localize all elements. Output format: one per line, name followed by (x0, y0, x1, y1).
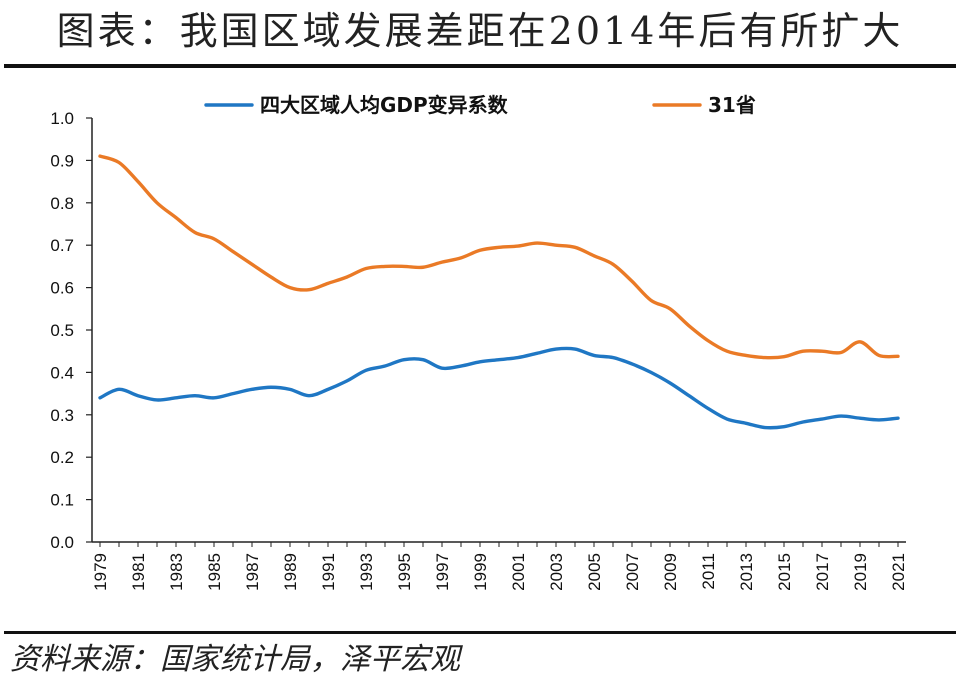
x-tick-label: 1993 (357, 553, 376, 591)
series-layer (98, 154, 900, 430)
y-tick-label: 0.2 (50, 448, 74, 467)
x-tick-label: 2001 (509, 553, 528, 591)
series-line-2 (98, 154, 900, 360)
series-line-1 (98, 346, 900, 430)
x-tick-label: 2013 (737, 553, 756, 591)
x-tick-label: 2005 (585, 553, 604, 591)
footer-divider (4, 631, 956, 634)
y-tick-label: 0.1 (50, 491, 74, 510)
x-tick-label: 2009 (661, 553, 680, 591)
x-tick-label: 1983 (167, 553, 186, 591)
y-tick-label: 0.9 (50, 151, 74, 170)
y-axis: 0.0 0.1 0.2 0.3 0.4 0.5 0.6 0.7 0.8 0.9 1.0 (50, 109, 93, 552)
x-tick-label: 1991 (319, 553, 338, 591)
x-tick-label: 2017 (813, 553, 832, 591)
y-tick-label: 1.0 (50, 109, 74, 128)
x-tick-label: 1995 (395, 553, 414, 591)
x-tick-label: 2021 (889, 553, 908, 591)
y-tick-label: 0.6 (50, 279, 74, 298)
x-tick-label: 2015 (775, 553, 794, 591)
x-tick-label: 1989 (281, 553, 300, 591)
title-divider (4, 64, 956, 68)
y-tick-label: 0.4 (50, 363, 74, 382)
y-tick-label: 0.3 (50, 406, 74, 425)
x-tick-label: 2003 (547, 553, 566, 591)
x-tick-label: 1985 (205, 553, 224, 591)
x-tick-label: 1979 (91, 553, 110, 591)
y-tick-label: 0.5 (50, 321, 74, 340)
y-tick-label: 0.7 (50, 236, 74, 255)
x-tick-label: 1997 (433, 553, 452, 591)
chart-title: 图表：我国区域发展差距在2014年后有所扩大 (56, 9, 904, 53)
x-axis: 1979 1981 1983 1985 1987 1989 1991 1993 1995 1997… (91, 541, 908, 591)
legend-label-2: 31省 (708, 93, 756, 117)
chart-legend: 四大区域人均GDP变异系数 31省 (204, 93, 756, 117)
line-chart: 四大区域人均GDP变异系数 31省 0.00.10.20.30.40.50.60.… (50, 93, 908, 591)
y-tick-label: 0.8 (50, 194, 74, 213)
x-tick-label: 1999 (471, 553, 490, 591)
y-tick-label: 0.0 (50, 533, 74, 552)
legend-label-1: 四大区域人均GDP变异系数 (260, 93, 509, 117)
x-tick-label: 2007 (623, 553, 642, 591)
source-note: 资料来源：国家统计局，泽平宏观 (10, 642, 460, 677)
x-tick-label: 1981 (129, 553, 148, 591)
x-tick-label: 2011 (699, 553, 718, 590)
x-tick-label: 1987 (243, 553, 262, 591)
x-tick-label: 2019 (851, 553, 870, 591)
